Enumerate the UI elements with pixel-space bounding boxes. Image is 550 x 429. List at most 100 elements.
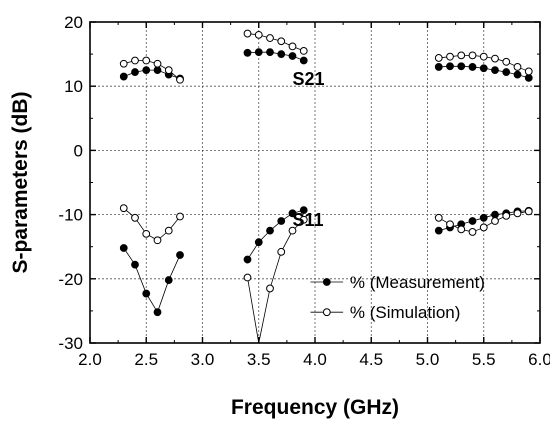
simulation-point (457, 51, 466, 60)
series-line (247, 219, 305, 344)
simulation-point (131, 213, 139, 222)
simulation-point (491, 54, 499, 63)
x-tick-label: 2.5 (134, 350, 158, 369)
simulation-point (513, 63, 522, 71)
simulation-point (468, 51, 477, 60)
simulation-point (434, 213, 443, 222)
simulation-point (153, 236, 162, 245)
y-tick-label: 10 (64, 77, 83, 96)
y-tick-label: -10 (58, 206, 83, 225)
measurement-point (243, 48, 252, 57)
measurement-point (491, 66, 499, 75)
simulation-point (243, 273, 252, 282)
y-tick-label: -30 (58, 334, 83, 353)
simulation-point (446, 220, 454, 229)
measurement-point (176, 251, 184, 259)
measurement-point (277, 50, 286, 58)
simulation-point (142, 229, 151, 238)
measurement-point (479, 213, 488, 222)
x-tick-label: 5.5 (472, 350, 496, 369)
series-simulation (119, 29, 533, 344)
simulation-point (446, 52, 454, 61)
simulation-point (266, 34, 274, 42)
simulation-point (119, 59, 128, 68)
measurement-point (131, 260, 139, 269)
y-tick-label: 0 (74, 141, 83, 160)
measurement-point (119, 244, 128, 252)
x-axis-title: Frequency (GHz) (231, 396, 399, 419)
measurement-point (434, 63, 443, 71)
simulation-point (457, 225, 466, 234)
legend: % (Measurement) % (Simulation) (310, 273, 485, 322)
measurement-point (164, 276, 173, 284)
simulation-point (479, 52, 488, 61)
annotation-s11: S11 (293, 210, 324, 230)
x-tick-label: 5.0 (416, 350, 440, 369)
x-tick-label: 3.0 (191, 350, 215, 369)
x-tick-label: 4.5 (359, 350, 383, 369)
measurement-point (153, 66, 162, 75)
plot-series (119, 29, 533, 344)
measurement-point (288, 52, 297, 60)
tick-labels: 2.0 2.5 3.0 3.5 4.0 4.5 5.0 5.5 6.0 -30 -20 -10 0 10 2… (58, 13, 550, 369)
x-tick-label: 4.0 (303, 350, 327, 369)
series-line (123, 207, 181, 241)
measurement-point (524, 73, 533, 82)
measurement-point (299, 206, 308, 215)
simulation-point (119, 204, 128, 213)
simulation-point (513, 209, 522, 218)
simulation-point (243, 29, 252, 38)
measurement-point (131, 68, 139, 76)
simulation-point (164, 66, 173, 75)
simulation-point (502, 211, 511, 220)
x-tick-label: 3.5 (247, 350, 271, 369)
measurement-point (479, 64, 488, 73)
simulation-point (524, 67, 533, 76)
measurement-point (468, 217, 477, 225)
simulation-point (479, 223, 488, 232)
measurement-point (468, 63, 477, 71)
simulation-point (164, 226, 173, 235)
measurement-point (254, 48, 263, 57)
annotation-s21: S21 (293, 69, 325, 89)
simulation-point (277, 37, 286, 46)
measurement-point (299, 56, 308, 65)
measurement-point (491, 210, 499, 219)
simulation-point (491, 217, 499, 225)
measurement-point (457, 62, 466, 71)
simulation-point (153, 59, 162, 68)
y-tick-label: 20 (64, 13, 83, 32)
measurement-point (266, 48, 274, 57)
simulation-point (176, 212, 184, 221)
y-tick-label: -20 (58, 270, 83, 289)
simulation-point (502, 57, 511, 66)
simulation-point (299, 46, 308, 55)
measurement-point (254, 238, 263, 247)
axis-ticks (89, 21, 541, 344)
measurement-point (446, 62, 454, 71)
measurement-point (434, 226, 443, 235)
grid-lines (90, 22, 540, 343)
measurement-point (266, 226, 274, 235)
measurement-point (277, 217, 286, 225)
measurement-point (502, 68, 511, 76)
simulation-point (142, 56, 151, 65)
legend-marker-measurement (322, 278, 331, 286)
measurement-point (142, 66, 151, 75)
legend-marker-simulation (322, 308, 331, 317)
simulation-point (288, 42, 297, 51)
simulation-point (176, 75, 184, 84)
legend-label-simulation: % (Simulation) (350, 303, 461, 322)
x-tick-label: 2.0 (78, 350, 102, 369)
measurement-point (142, 289, 151, 298)
simulation-point (266, 284, 274, 293)
measurement-point (243, 255, 252, 264)
x-tick-label: 6.0 (528, 350, 550, 369)
simulation-point (254, 30, 263, 39)
measurement-point (119, 72, 128, 81)
measurement-point (513, 70, 522, 79)
measurement-point (288, 209, 297, 218)
simulation-point (277, 247, 286, 256)
y-axis-title: S-parameters (dB) (9, 91, 32, 273)
